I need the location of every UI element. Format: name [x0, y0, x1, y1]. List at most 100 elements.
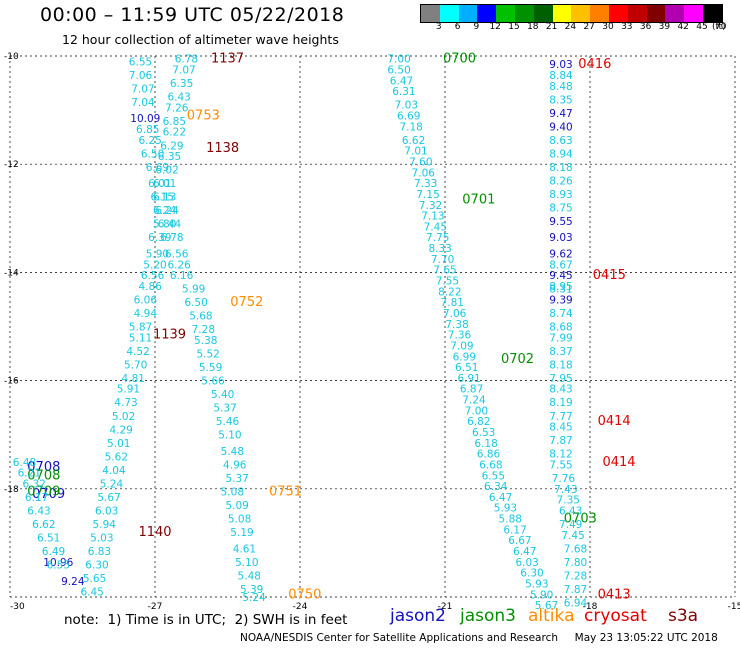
wave-height-label: 5.40	[211, 389, 234, 401]
wave-height-label: 6.55	[129, 56, 152, 68]
wave-height-label: 8.37	[549, 346, 572, 358]
wave-height-label: 5.65	[83, 573, 106, 585]
wave-height-label: 5.94	[93, 519, 117, 531]
wave-height-label: 6.01	[148, 178, 171, 190]
wave-height-label: 5.91	[117, 384, 140, 396]
wave-height-label: 9.39	[549, 294, 572, 306]
wave-height-label: 10.09	[130, 113, 160, 125]
wave-height-label: 6.22	[163, 127, 186, 139]
wave-height-label: 9.45	[549, 270, 572, 282]
x-tick-label: -24	[293, 602, 308, 612]
wave-height-label: 5.10	[218, 430, 241, 442]
wave-height-label: 7.81	[441, 297, 464, 309]
wave-height-label: 8.63	[549, 135, 572, 147]
wave-height-label: 6.56	[141, 270, 165, 282]
pass-time-label: 0751	[269, 485, 302, 500]
wave-height-label: 6.50	[184, 297, 207, 309]
wave-height-label: 8.12	[549, 449, 572, 461]
wave-height-label: 7.76	[552, 473, 576, 485]
wave-height-label: 5.08	[228, 514, 251, 526]
wave-height-label: 4.86	[138, 281, 162, 293]
pass-time-label: 0709	[27, 485, 60, 500]
wave-height-label: 6.83	[88, 546, 111, 558]
wave-height-label: 8.18	[549, 359, 572, 371]
x-tick-label: -18	[583, 602, 598, 612]
wave-height-label: 9.47	[549, 108, 572, 120]
wave-height-label: 6.99	[453, 351, 476, 363]
wave-height-label: 5.67	[535, 600, 558, 612]
colorbar-swatch	[533, 5, 553, 22]
wave-height-label: 5.48	[238, 570, 261, 582]
wave-height-label: 7.33	[414, 178, 437, 190]
wave-height-label: 7.55	[436, 276, 459, 288]
wave-height-label: 7.13	[421, 211, 444, 223]
x-tick-label: -21	[438, 602, 453, 612]
wave-height-label: 6.03	[95, 505, 118, 517]
x-tick-label: -27	[148, 602, 163, 612]
wave-height-label: 7.04	[131, 97, 155, 109]
pass-time-label: 0413	[598, 587, 631, 602]
wave-height-label: 6.43	[167, 92, 190, 104]
wave-height-label: 6.06	[134, 294, 158, 306]
legend-item-cryosat: cryosat	[584, 606, 647, 626]
wave-height-label: 7.32	[419, 200, 442, 212]
pass-time-label: 0703	[564, 512, 597, 527]
wave-height-label: 8.74	[549, 308, 573, 320]
wave-height-label: 7.68	[564, 543, 587, 555]
page-title: 00:00 – 11:59 UTC 05/22/2018	[40, 4, 345, 26]
wave-height-label: 4.96	[223, 459, 247, 471]
wave-height-label: 6.55	[47, 560, 70, 572]
y-tick-label: -12	[4, 160, 19, 170]
wave-height-label: 6.39	[148, 232, 171, 244]
wave-height-label: 7.26	[165, 102, 189, 114]
legend-item-jason3: jason3	[460, 606, 516, 626]
wave-height-label: 8.19	[549, 397, 572, 409]
wave-height-label: 7.99	[549, 332, 572, 344]
wave-height-label: 6.17	[503, 524, 526, 536]
wave-height-label: 6.78	[175, 54, 198, 66]
wave-height-label: 6.51	[455, 362, 478, 374]
wave-height-label: 5.37	[213, 403, 236, 415]
wave-height-label: 6.30	[85, 560, 108, 572]
pass-time-label: 0702	[501, 352, 534, 367]
wave-height-label: 6.35	[158, 151, 181, 163]
wave-height-label: 6.29	[160, 140, 183, 152]
colorbar-tick-label: 6	[454, 22, 461, 32]
wave-height-label: 6.82	[467, 416, 490, 428]
wave-height-label: 6.43	[27, 505, 50, 517]
colorbar-swatch	[458, 5, 478, 22]
wave-height-label: 7.15	[416, 189, 439, 201]
wave-height-label: 5.90	[146, 248, 169, 260]
wave-height-label: 7.35	[557, 495, 580, 507]
wave-height-label: 6.35	[170, 78, 193, 90]
colorbar-swatch	[608, 5, 628, 22]
wave-height-label: 6.78	[160, 232, 183, 244]
wave-height-label: 6.55	[482, 470, 505, 482]
wave-height-label: 7.28	[564, 570, 587, 582]
wave-height-label: 5.46	[216, 416, 240, 428]
wave-height-label: 8.68	[549, 322, 572, 334]
wave-height-label: 5.62	[105, 451, 128, 463]
wave-height-label: 5.88	[499, 514, 522, 526]
legend-item-s3a: s3a	[668, 606, 699, 626]
wave-height-label: 7.87	[564, 584, 587, 596]
colorbar-swatch	[590, 5, 609, 22]
wave-height-label: 5.02	[112, 411, 135, 423]
wave-height-label: 6.32	[22, 478, 45, 490]
colorbar-unit-label: (ft)	[712, 22, 726, 32]
wave-height-label: 8.45	[549, 422, 572, 434]
wave-height-label: 6.43	[559, 505, 582, 517]
pass-time-label: 0414	[598, 414, 631, 429]
wave-height-label: 6.13	[153, 192, 176, 204]
pass-time-label: 0415	[593, 268, 626, 283]
wave-height-label: 6.01	[153, 178, 176, 190]
wave-height-label: 6.44	[158, 219, 182, 231]
wave-height-label: 8.35	[549, 94, 572, 106]
colorbar-swatch	[514, 5, 534, 22]
wave-height-label: 7.45	[561, 530, 584, 542]
wave-height-label: 7.43	[554, 484, 577, 496]
wave-height-label: 5.11	[129, 332, 152, 344]
wave-height-label: 9.24	[61, 576, 85, 588]
wave-height-label: 4.61	[233, 543, 256, 555]
wave-height-label: 7.28	[192, 324, 215, 336]
